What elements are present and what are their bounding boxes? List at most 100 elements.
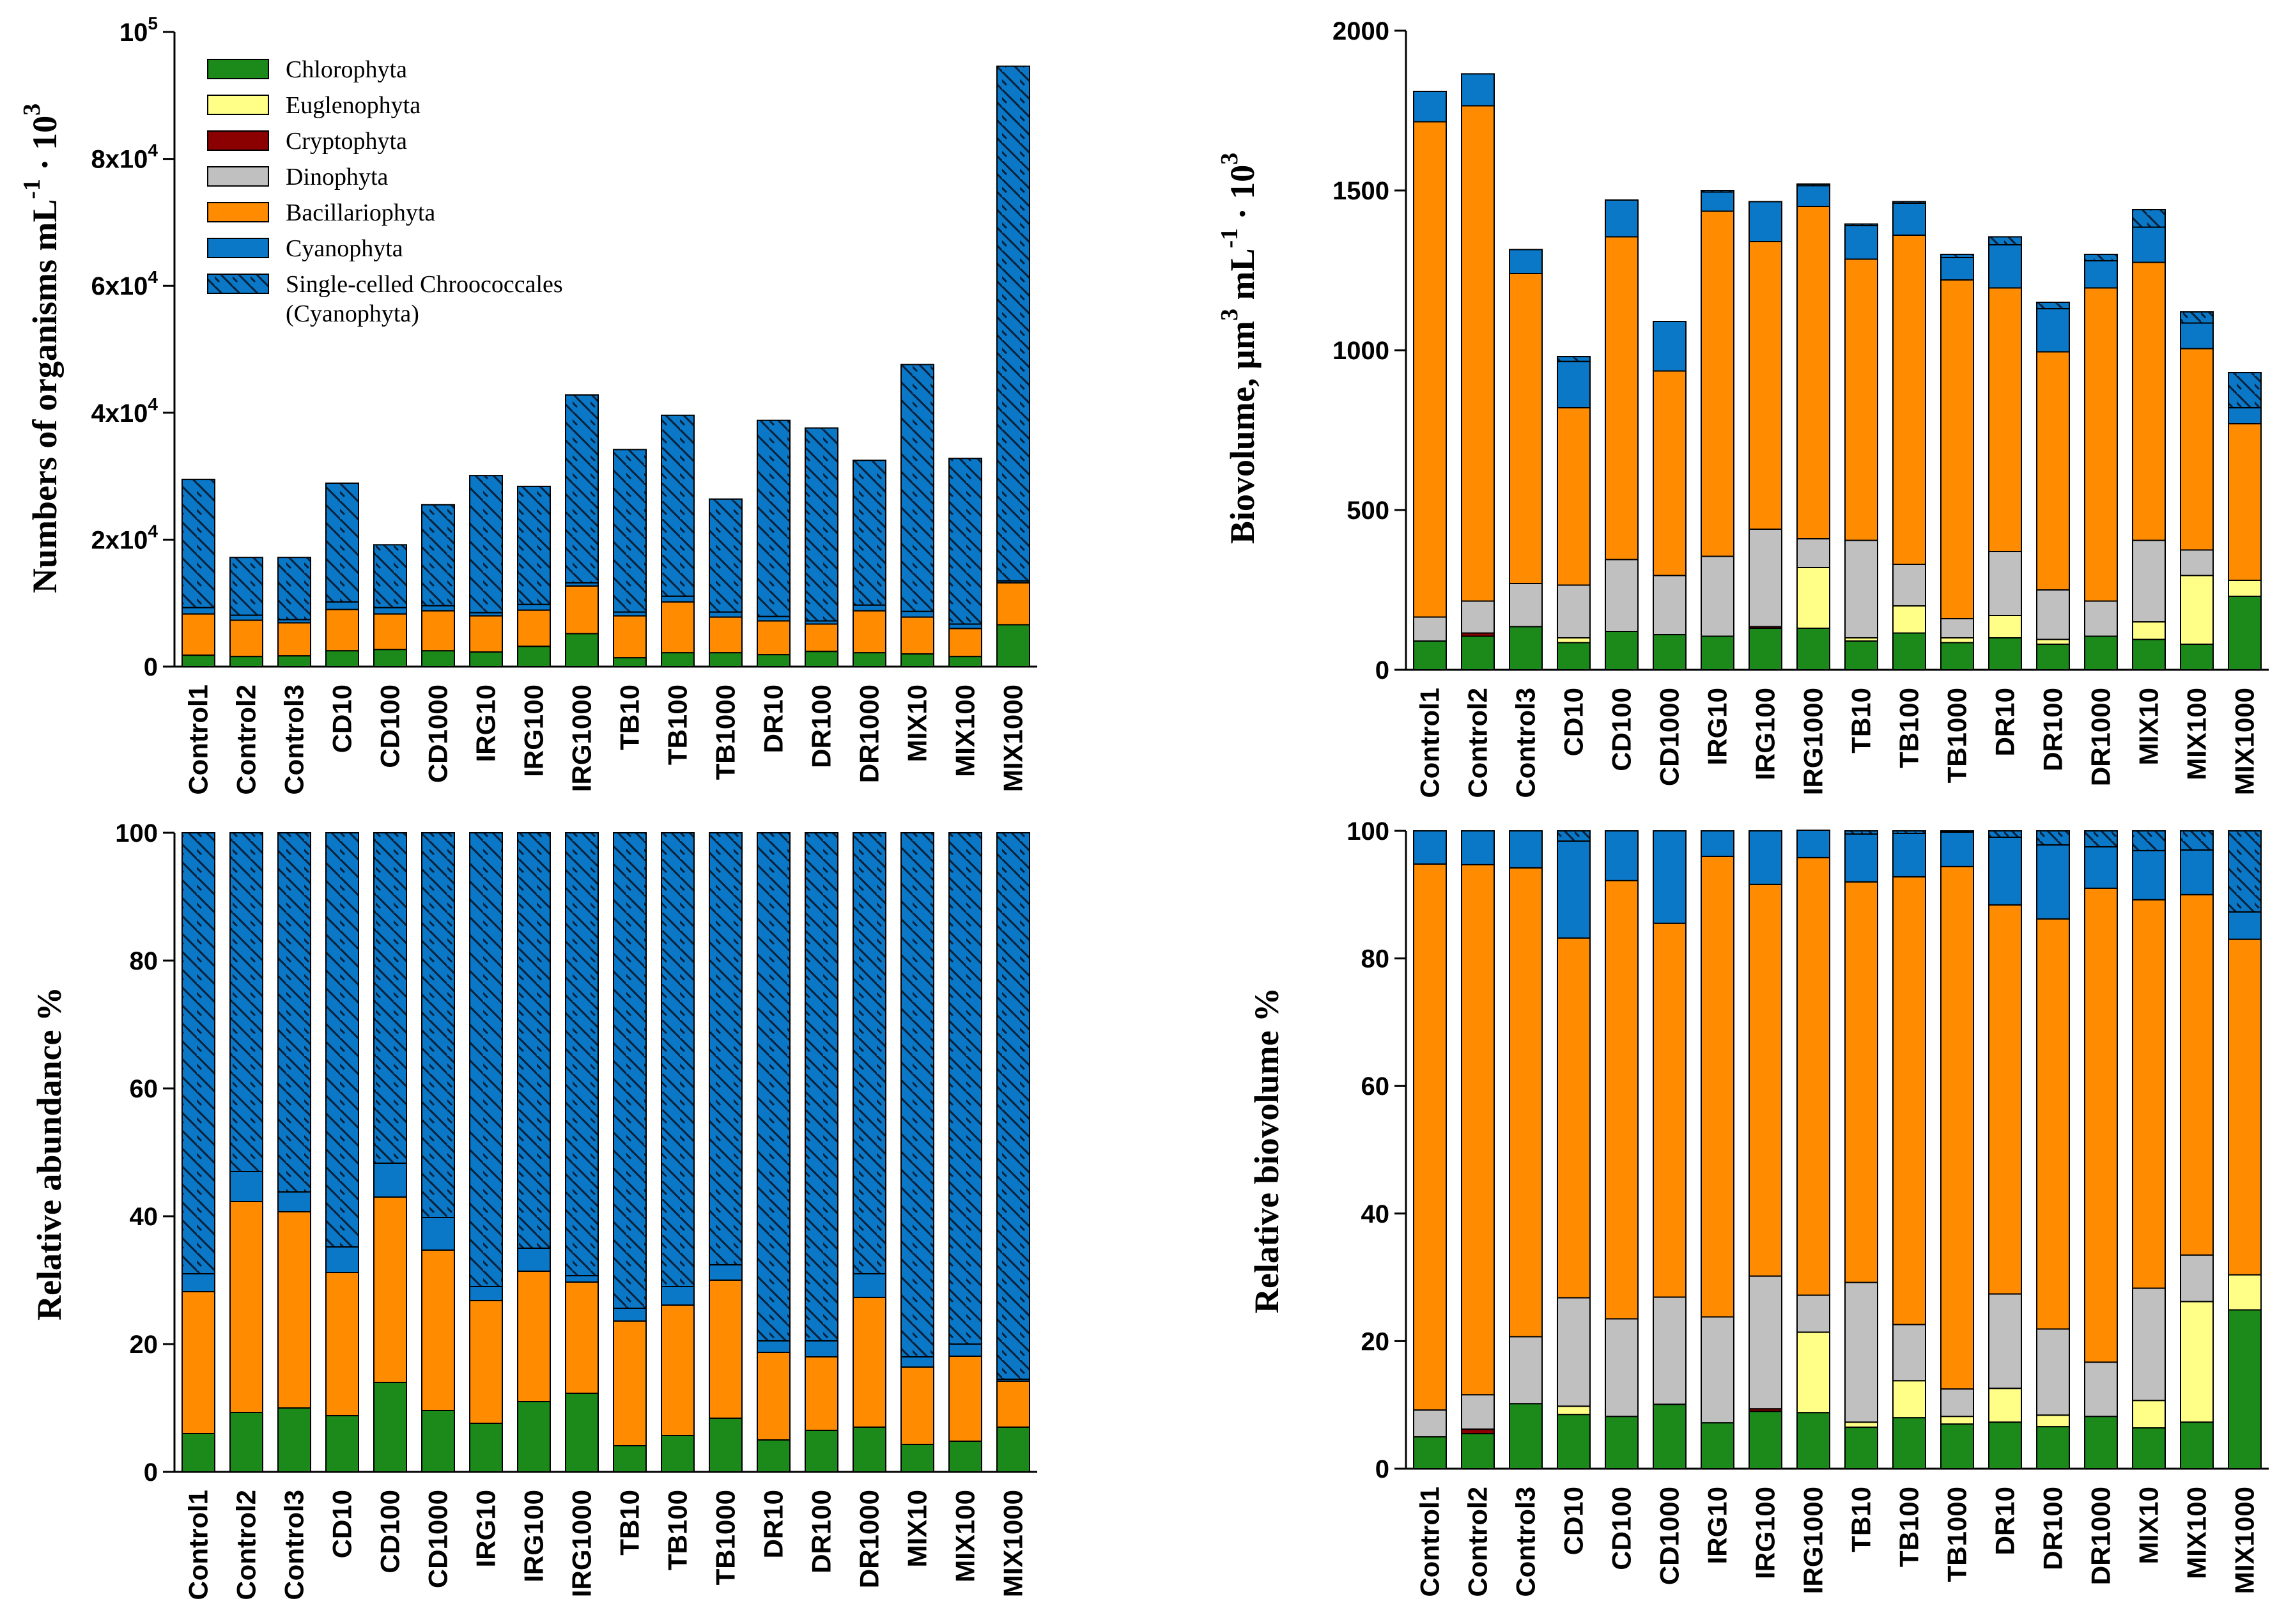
bar-segment-chroococcales (1892, 830, 1926, 834)
bar-segment-chroococcales (325, 832, 359, 1248)
bar-segment-euglenophyta (1557, 637, 1591, 644)
legend-swatch-cryptophyta (207, 130, 269, 151)
y-axis-title-part: · 10 (1223, 165, 1262, 228)
x-tick-label: DR1000 (854, 684, 884, 783)
bar-segment-bacillariophyta (1988, 287, 2022, 552)
bar-segment-bacillariophyta (853, 1297, 886, 1428)
panel-relative-biovolume-chart: 0 20 40 60 80 100 Relative biovolume % Control1… (1247, 817, 2269, 1597)
bar-segment-cyanophyta (709, 1264, 743, 1281)
x-tick-label: DR1000 (854, 1490, 884, 1588)
x-tick-label: IRG10 (471, 684, 501, 762)
y-tick-base: 40 (130, 1203, 158, 1231)
bar-segment-chlorophyta (2228, 596, 2262, 670)
bar-segment-cyanophyta (1413, 91, 1447, 123)
legend-label: Dinophyta (286, 164, 389, 190)
bar-segment-chroococcales (948, 458, 982, 625)
y-tick-exponent: 4 (148, 267, 158, 287)
bar-segment-cyanophyta (1844, 225, 1878, 260)
bar-segment-bacillariophyta (613, 615, 647, 659)
bar-segment-bacillariophyta (565, 585, 599, 635)
x-tick-label: TB10 (1846, 1487, 1876, 1552)
y-axis-title-part: 3 (1216, 153, 1243, 165)
bar-segment-chlorophyta (805, 1430, 838, 1473)
bar-segment-bacillariophyta (996, 1380, 1030, 1428)
bar-segment-chlorophyta (565, 633, 599, 668)
bar-segment-bacillariophyta (229, 619, 263, 658)
y-tick-base: 0 (144, 653, 158, 681)
bar-segment-cyanophyta (2180, 849, 2214, 895)
x-tick-label: Control2 (1463, 688, 1493, 798)
y-tick-base: 80 (130, 947, 158, 975)
bar-segment-bacillariophyta (661, 1304, 695, 1436)
bar-segment-chroococcales (2084, 830, 2118, 847)
bar-segment-cyanophyta (229, 614, 263, 621)
bar-segment-bacillariophyta (2132, 899, 2166, 1289)
y-tick-label: 20 (130, 1331, 158, 1359)
bar-segment-bacillariophyta (1653, 370, 1687, 576)
bar-segment-chlorophyta (565, 1393, 599, 1473)
bar-segment-chlorophyta (2180, 644, 2214, 670)
bar-segment-chlorophyta (469, 651, 503, 668)
y-tick-exponent: 4 (148, 141, 158, 160)
x-tick-label: MIX10 (2134, 688, 2164, 765)
bar-segment-cyanophyta (757, 615, 791, 622)
bar-segment-euglenophyta (1796, 1331, 1830, 1414)
bar-segment-chlorophyta (1557, 642, 1591, 670)
bar-segment-chlorophyta (421, 650, 455, 667)
y-tick-base: 20 (130, 1331, 158, 1359)
bar-segment-bacillariophyta (853, 610, 886, 654)
bar-segment-cyanophyta (1461, 830, 1495, 865)
bar-segment-chlorophyta (325, 650, 359, 667)
bar-segment-bacillariophyta (900, 616, 934, 655)
bar-segment-chroococcales (181, 832, 215, 1274)
bar-segment-dinophyta (1892, 564, 1926, 607)
bar-segment-dinophyta (1701, 1316, 1734, 1424)
bar-segment-chlorophyta (1749, 628, 1782, 670)
bar-segment-euglenophyta (1940, 637, 1974, 644)
x-tick-label: Control3 (1511, 688, 1541, 798)
x-tick-label: TB1000 (711, 1490, 741, 1585)
y-tick-exponent: 4 (148, 521, 158, 541)
bar-segment-bacillariophyta (469, 1300, 503, 1424)
bar-segment-cyanophyta (2132, 226, 2166, 263)
bar-segment-bacillariophyta (373, 1196, 407, 1383)
bar-segment-cyanophyta (2084, 260, 2118, 289)
bar-segment-bacillariophyta (1413, 863, 1447, 1411)
bar-segment-dinophyta (1509, 583, 1543, 628)
bar-segment-chroococcales (469, 832, 503, 1287)
bar-segment-dinophyta (1557, 1297, 1591, 1407)
legend-label: Euglenophyta (286, 92, 421, 119)
bar-segment-cyanophyta (181, 1273, 215, 1292)
bar-segment-bacillariophyta (2228, 938, 2262, 1276)
x-tick-label: CD1000 (423, 684, 453, 783)
x-tick-label: Control2 (231, 684, 261, 795)
bar-segment-euglenophyta (2228, 1274, 2262, 1311)
bar-segment-chlorophyta (2132, 638, 2166, 670)
x-tick-label: DR100 (807, 1490, 837, 1574)
bar-segment-euglenophyta (2228, 580, 2262, 597)
bar-segment-bacillariophyta (1557, 937, 1591, 1299)
bar-segment-chlorophyta (1892, 1417, 1926, 1469)
y-tick-label: 2x104 (91, 521, 158, 554)
y-axis-title-part: 3 (1216, 309, 1243, 321)
bar-segment-chroococcales (565, 394, 599, 584)
bar-segment-chlorophyta (805, 651, 838, 668)
bar-segment-cyanophyta (517, 603, 551, 611)
bar-segment-euglenophyta (1844, 1421, 1878, 1428)
y-tick-base: 2000 (1332, 17, 1389, 45)
y-axis-title: Biovolume, µm3 mL-1 · 103 (1216, 153, 1262, 544)
x-tick-label: Control1 (183, 684, 213, 795)
bar-segment-chroococcales (948, 832, 982, 1345)
bar-segment-chlorophyta (469, 1423, 503, 1473)
bar-segment-chlorophyta (900, 653, 934, 668)
y-tick-base: 10 (120, 19, 148, 47)
y-axis-title-part: 3 (19, 104, 45, 116)
bar-segment-cyanophyta (1509, 830, 1543, 869)
bar-segment-bacillariophyta (948, 1356, 982, 1442)
bar-segment-cyanophyta (661, 595, 695, 603)
y-axis-title-part: Relative biovolume % (1247, 987, 1286, 1313)
y-axis-title-part: Biovolume, µm (1223, 321, 1262, 544)
bar-segment-chlorophyta (709, 652, 743, 667)
y-tick-base: 80 (1361, 945, 1390, 973)
x-tick-label: CD10 (1559, 688, 1589, 756)
